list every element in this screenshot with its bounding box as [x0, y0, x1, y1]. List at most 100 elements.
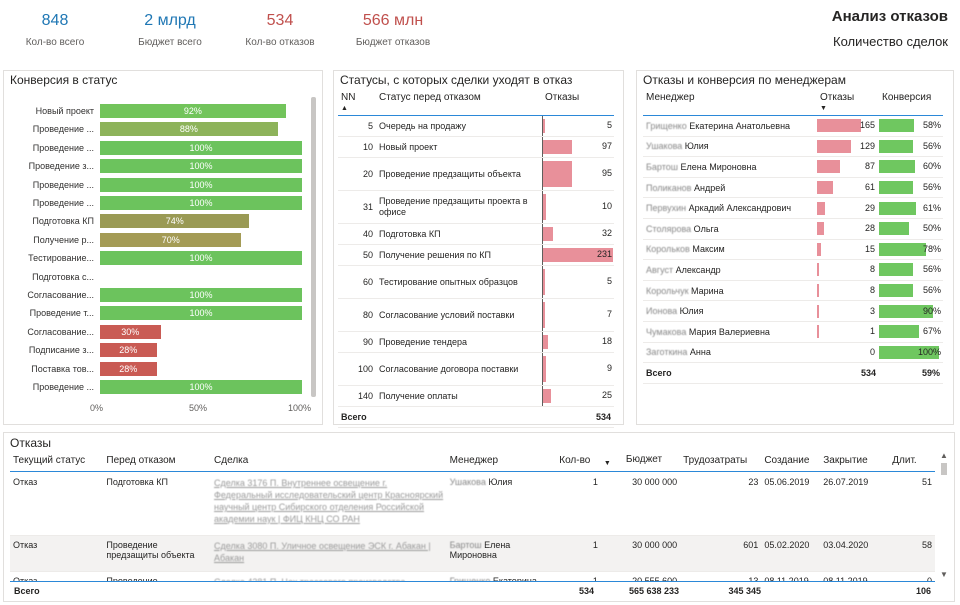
- column-header-labor[interactable]: Трудозатраты: [683, 455, 748, 467]
- deal-cell[interactable]: Сделка 4281 П. Цех трассового производст…: [211, 571, 447, 581]
- deal-link[interactable]: Сделка 4281 П. Цех трассового производст…: [214, 577, 405, 582]
- table-row[interactable]: Заготкина Анна 0 100%: [643, 342, 943, 364]
- table-row[interactable]: 60 Тестирование опытных образцов 5: [338, 265, 614, 299]
- conversion-bar[interactable]: 74%: [100, 214, 250, 229]
- column-header-closed[interactable]: Закрытие: [823, 455, 868, 467]
- column-header-quantity[interactable]: Кол-во: [559, 455, 591, 467]
- column-header-status[interactable]: Статус перед отказом: [379, 92, 481, 103]
- conversion-row[interactable]: Согласование... 100%: [4, 287, 314, 303]
- conversion-bar[interactable]: 100%: [100, 196, 302, 210]
- sort-desc-icon: ▼: [820, 105, 827, 112]
- table-row[interactable]: 90 Проведение тендера 18: [338, 331, 614, 353]
- column-header-manager[interactable]: Менеджер: [449, 455, 499, 467]
- column-header-duration[interactable]: Длит.: [892, 455, 917, 467]
- deal-link[interactable]: Сделка 3080 П. Уличное освещение ЭСК г. …: [214, 540, 431, 563]
- scroll-thumb[interactable]: [941, 463, 947, 475]
- refusals-total-row: Всего 534 565 638 233 345 345 106: [10, 581, 935, 599]
- kpi-total-budget: 2 млрд Бюджет всего: [115, 10, 225, 48]
- scrollbar[interactable]: ▲ ▼: [939, 451, 949, 579]
- conversion-label: Получение р...: [33, 234, 94, 245]
- conversion-bar[interactable]: 100%: [100, 288, 302, 302]
- conversion-bar[interactable]: 100%: [100, 251, 302, 266]
- table-row[interactable]: 80 Согласование условий поставки 7: [338, 298, 614, 332]
- table-row[interactable]: Август Александр 8 56%: [643, 259, 943, 281]
- table-row[interactable]: Поликанов Андрей 61 56%: [643, 177, 943, 199]
- table-row[interactable]: Столярова Ольга 28 50%: [643, 218, 943, 240]
- status-cell: Новый проект: [376, 136, 542, 158]
- column-header-deal[interactable]: Сделка: [214, 455, 249, 467]
- column-header-nn[interactable]: NN ▲: [338, 89, 376, 116]
- table-row[interactable]: Отказ Проведение предзащиты объекта Сделка…: [10, 535, 935, 572]
- table-row[interactable]: Первухин Аркадий Александрович 29 61%: [643, 197, 943, 219]
- table-row[interactable]: Корольков Максим 15 78%: [643, 239, 943, 261]
- conversion-bar[interactable]: 92%: [100, 104, 286, 118]
- deal-link[interactable]: Сделка 3176 П. Внутреннее освещение г. Ф…: [214, 478, 444, 524]
- conversion-bar[interactable]: 100%: [100, 306, 302, 321]
- conversion-row[interactable]: Проведение з... 100%: [4, 158, 314, 174]
- conversion-row[interactable]: Новый проект 92%: [4, 103, 314, 119]
- conversion-value: 67%: [922, 326, 941, 337]
- conversion-row[interactable]: Проведение ... 100%: [4, 379, 314, 395]
- conversion-row[interactable]: Согласование... 30%: [4, 324, 314, 340]
- table-row[interactable]: Бартош Елена Мироновна 87 60%: [643, 156, 943, 178]
- scroll-down-icon[interactable]: ▼: [940, 570, 948, 579]
- table-row[interactable]: Грищенко Екатерина Анатольевна 165 58%: [643, 115, 943, 137]
- table-row[interactable]: 140 Получение оплаты 25: [338, 385, 614, 407]
- table-row[interactable]: Ушакова Юлия 129 56%: [643, 136, 943, 158]
- table-row[interactable]: Корольчук Марина 8 56%: [643, 280, 943, 302]
- scrollbar[interactable]: [311, 97, 316, 397]
- table-row[interactable]: 20 Проведение предзащиты объекта 95: [338, 157, 614, 191]
- conversion-row[interactable]: Проведение ... 100%: [4, 195, 314, 211]
- conversion-row[interactable]: Тестирование... 100%: [4, 250, 314, 266]
- column-header-budget[interactable]: ▼ Бюджет: [603, 454, 663, 468]
- table-row[interactable]: 50 Получение решения по КП 231: [338, 244, 614, 266]
- conversion-bar[interactable]: 100%: [100, 177, 302, 192]
- conversion-row[interactable]: Проведение ... 100%: [4, 140, 314, 156]
- conversion-bar[interactable]: 30%: [100, 324, 161, 339]
- column-header-conversion[interactable]: Конверсия: [882, 92, 932, 103]
- deal-cell[interactable]: Сделка 3080 П. Уличное освещение ЭСК г. …: [211, 535, 447, 572]
- conversion-bar[interactable]: 28%: [100, 343, 157, 358]
- conversion-row[interactable]: Получение р... 70%: [4, 232, 314, 248]
- table-row[interactable]: Ионова Юлия 3 90%: [643, 300, 943, 322]
- refusals-bar: [817, 242, 821, 256]
- table-row[interactable]: 5 Очередь на продажу 5: [338, 115, 614, 137]
- column-header-refusals[interactable]: Отказы: [545, 92, 580, 103]
- nn-cell: 5: [338, 115, 376, 137]
- conversion-row[interactable]: Проведение т... 100%: [4, 305, 314, 321]
- conversion-bar[interactable]: 28%: [100, 361, 157, 376]
- refusals-body[interactable]: Отказ Подготовка КП Сделка 3176 П. Внутрен…: [10, 473, 935, 581]
- scroll-up-icon[interactable]: ▲: [940, 451, 948, 460]
- refusals-cell: 28: [817, 218, 879, 240]
- refusals-cell: 29: [817, 197, 879, 219]
- refusals-bar: [543, 389, 551, 403]
- column-header-before-refusal[interactable]: Перед отказом: [106, 455, 176, 467]
- conversion-row[interactable]: Проведение ... 100%: [4, 177, 314, 193]
- conversion-bar[interactable]: 100%: [100, 380, 302, 394]
- conversion-bar[interactable]: 70%: [100, 232, 242, 247]
- conversion-row[interactable]: Подготовка КП 74%: [4, 213, 314, 229]
- conversion-row[interactable]: Подписание з... 28%: [4, 342, 314, 358]
- column-header-refusals[interactable]: Отказы ▼: [817, 89, 879, 116]
- table-row[interactable]: 100 Согласование договора поставки 9: [338, 352, 614, 386]
- conversion-row[interactable]: Подготовка с...: [4, 269, 314, 285]
- table-row[interactable]: Отказ Подготовка КП Сделка 3176 П. Внутрен…: [10, 473, 935, 536]
- axis-tick: 100%: [288, 403, 312, 413]
- conversion-bar[interactable]: 100%: [100, 140, 302, 155]
- table-row[interactable]: ОтказПроведениеСделка 4281 П. Цех трассо…: [10, 571, 935, 581]
- deal-cell[interactable]: Сделка 3176 П. Внутреннее освещение г. Ф…: [211, 473, 447, 536]
- conversion-bar[interactable]: 100%: [100, 159, 302, 174]
- column-header-created[interactable]: Создание: [764, 455, 810, 467]
- conversion-row[interactable]: Поставка тов... 28%: [4, 361, 314, 377]
- conversion-row[interactable]: Проведение ... 88%: [4, 121, 314, 137]
- statuses-title: Статусы, с которых сделки уходят в отказ: [340, 73, 573, 87]
- closed-cell: 08.11.2019: [820, 571, 890, 581]
- table-row[interactable]: Чумакова Мария Валериевна 1 67%: [643, 321, 943, 343]
- table-row[interactable]: 10 Новый проект 97: [338, 136, 614, 158]
- table-row[interactable]: 40 Подготовка КП 32: [338, 223, 614, 245]
- conversion-bar[interactable]: 88%: [100, 122, 278, 137]
- column-header-manager[interactable]: Менеджер: [646, 92, 695, 103]
- column-header-current-status[interactable]: Текущий статус: [13, 455, 86, 467]
- manager-surname: Ушакова: [449, 477, 486, 487]
- table-row[interactable]: 31 Проведение предзащиты проекта в офисе 1…: [338, 190, 614, 224]
